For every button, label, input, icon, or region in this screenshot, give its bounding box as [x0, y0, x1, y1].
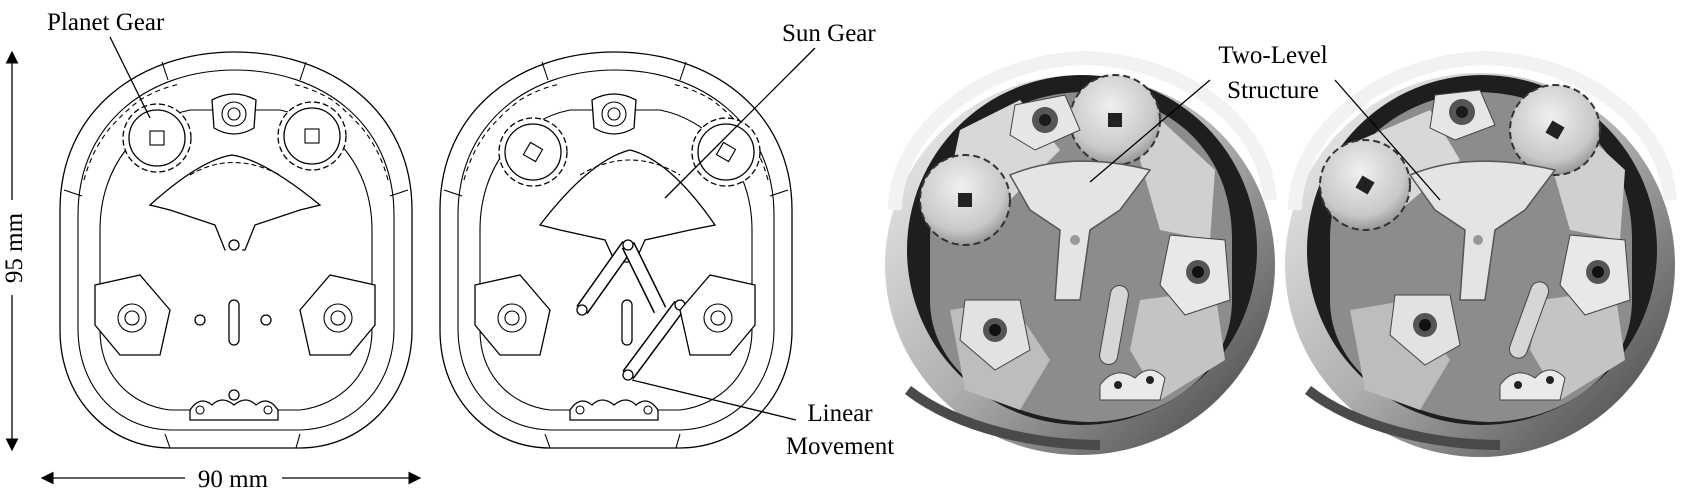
line-drawing-1 — [59, 51, 413, 449]
sun-gear — [538, 149, 717, 263]
planet-gear-label: Planet Gear — [47, 9, 165, 36]
height-dimension-label: 95 mm — [1, 212, 28, 283]
planet-gear-left — [122, 103, 192, 173]
callout-linear-movement: Linear Movement — [631, 379, 894, 460]
callout-planet-gear: Planet Gear — [47, 9, 165, 119]
callout-sun-gear: Sun Gear — [664, 20, 876, 199]
callout-two-level-structure: Two-Level Structure — [1089, 42, 1441, 201]
render-1 — [885, 50, 1277, 455]
render-2 — [1285, 50, 1677, 457]
linear-movement-label-line1: Linear — [807, 400, 873, 427]
width-dimension: 90 mm — [40, 466, 422, 493]
line-drawing-2 — [439, 51, 793, 449]
linear-movement-label-line2: Movement — [786, 433, 894, 460]
height-dimension: 95 mm — [1, 50, 28, 452]
two-level-label-line1: Two-Level — [1218, 42, 1327, 69]
width-dimension-label: 90 mm — [198, 466, 269, 493]
planet-gear-right — [277, 101, 347, 171]
sun-gear-label: Sun Gear — [782, 20, 876, 47]
two-level-label-line2: Structure — [1227, 77, 1319, 104]
planet-gear-left-2 — [498, 117, 568, 187]
planet-gear-right-2 — [691, 117, 761, 187]
